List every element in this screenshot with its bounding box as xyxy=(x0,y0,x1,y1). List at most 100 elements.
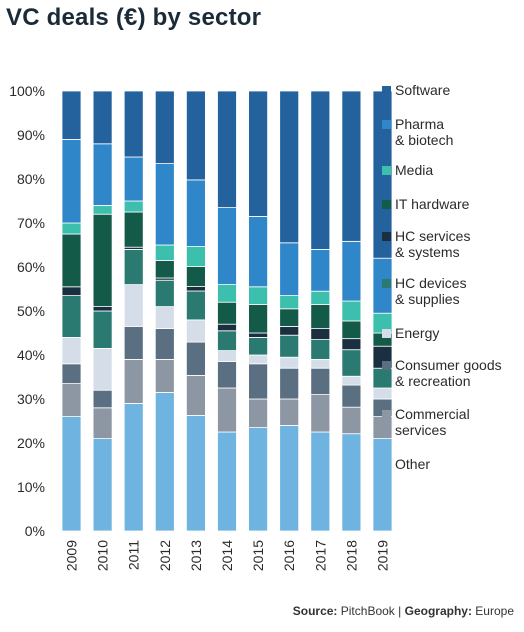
bar-segment xyxy=(310,339,331,360)
geography-value: Europe xyxy=(475,604,514,618)
x-axis: 2009 2010 2011 2012 2013 2014 2015 2016 2017 2018… xyxy=(64,540,391,571)
legend-swatch xyxy=(382,460,391,469)
legend-label: Software xyxy=(395,82,450,98)
bar-segment xyxy=(92,306,113,312)
y-tick-label: 80% xyxy=(17,171,45,187)
legend-label: Commercial xyxy=(395,406,470,422)
bar-segment xyxy=(123,211,144,248)
x-tick-label: 2018 xyxy=(343,540,359,571)
bar-segment xyxy=(92,204,113,215)
bar-segment xyxy=(248,332,269,338)
source-separator: | xyxy=(398,604,402,618)
bar-segment xyxy=(341,433,362,532)
bar-segment xyxy=(154,163,175,246)
bar-segment xyxy=(92,90,113,145)
bar-segment xyxy=(185,179,206,247)
bar-segment xyxy=(248,303,269,334)
bar-segment xyxy=(123,156,144,202)
legend-label: Consumer goods xyxy=(395,357,502,373)
bar-segment xyxy=(310,90,331,250)
bar-segment xyxy=(341,240,362,302)
source-label: Source: xyxy=(292,604,338,618)
bar-segment xyxy=(341,384,362,408)
y-tick-label: 10% xyxy=(17,479,45,495)
bar-segment xyxy=(372,387,393,400)
bar-segment xyxy=(61,416,82,532)
bar-segment xyxy=(185,290,206,321)
bar-segment xyxy=(185,90,206,181)
bar-segment xyxy=(92,310,113,349)
y-tick-label: 70% xyxy=(17,215,45,231)
x-tick-label: 2010 xyxy=(95,540,111,571)
bar-segment xyxy=(61,138,82,224)
bar-segment xyxy=(185,341,206,376)
bar-segment xyxy=(61,363,82,384)
bar-segment xyxy=(279,242,300,297)
bar-segment xyxy=(248,286,269,305)
bar-segment xyxy=(61,286,82,296)
legend-label: IT hardware xyxy=(395,196,470,212)
bar-segment xyxy=(123,325,144,360)
y-tick-label: 60% xyxy=(17,259,45,275)
legend-label: & supplies xyxy=(395,291,460,307)
y-tick-label: 30% xyxy=(17,391,45,407)
x-tick-label: 2017 xyxy=(312,540,328,571)
legend-label: Media xyxy=(395,162,433,178)
legend-label: HC devices xyxy=(395,275,467,291)
bar-segment xyxy=(310,431,331,532)
bar-segment xyxy=(61,295,82,338)
bar-segment xyxy=(341,406,362,435)
bar-segment xyxy=(123,90,144,158)
legend-swatch xyxy=(382,279,391,288)
legend-label: Energy xyxy=(395,325,439,341)
bar-segment xyxy=(61,222,82,235)
bar-segment xyxy=(217,323,237,332)
bar-segment xyxy=(217,431,237,532)
bar-segment xyxy=(279,308,300,327)
y-tick-label: 0% xyxy=(25,523,45,539)
x-tick-label: 2019 xyxy=(375,540,391,571)
x-tick-label: 2009 xyxy=(64,540,80,571)
bar-segment xyxy=(248,354,269,365)
bar-segment xyxy=(154,306,175,330)
bar-segment xyxy=(279,356,300,369)
bar-segment xyxy=(217,361,237,389)
bar-segment xyxy=(217,350,237,363)
bar-segment xyxy=(154,259,175,279)
bar-segment xyxy=(154,90,175,164)
bar-segment xyxy=(372,367,393,389)
bar-segment xyxy=(310,358,331,369)
bar-segment xyxy=(217,301,237,325)
source-line: Source: PitchBook | Geography: Europe xyxy=(293,604,514,618)
bar-segment xyxy=(279,295,300,310)
legend-label: Other xyxy=(395,456,430,472)
bar-segment xyxy=(185,375,206,416)
bar-segment xyxy=(185,286,206,292)
chart-title: VC deals (€) by sector xyxy=(6,4,262,31)
bar-segment xyxy=(279,398,300,426)
bar-segment xyxy=(154,328,175,360)
bar-segment xyxy=(185,266,206,287)
bar-segment xyxy=(123,358,144,404)
bar-segment xyxy=(61,383,82,418)
bar-segment xyxy=(185,319,206,343)
x-tick-label: 2011 xyxy=(126,540,142,570)
bar-segment xyxy=(61,90,82,140)
bar-segment xyxy=(123,248,144,285)
bar-segment xyxy=(92,407,113,439)
bar-segment xyxy=(217,90,237,208)
legend-label: & biotech xyxy=(395,132,453,148)
bar-segment xyxy=(92,389,113,409)
bar-segment xyxy=(61,233,82,288)
bar-segment xyxy=(185,415,206,532)
legend-label: & recreation xyxy=(395,373,470,389)
legend-label: HC services xyxy=(395,228,470,244)
y-axis: 0% 10% 20% 30% 40% 50% 60% 70% 80% 90% 100% xyxy=(9,83,45,539)
legend-label: services xyxy=(395,422,446,438)
bar-segment xyxy=(341,349,362,377)
x-tick-label: 2016 xyxy=(281,540,297,571)
bar-segment xyxy=(217,330,237,351)
y-tick-label: 40% xyxy=(17,347,45,363)
bar-segment xyxy=(92,347,113,391)
legend-swatch xyxy=(382,361,391,370)
